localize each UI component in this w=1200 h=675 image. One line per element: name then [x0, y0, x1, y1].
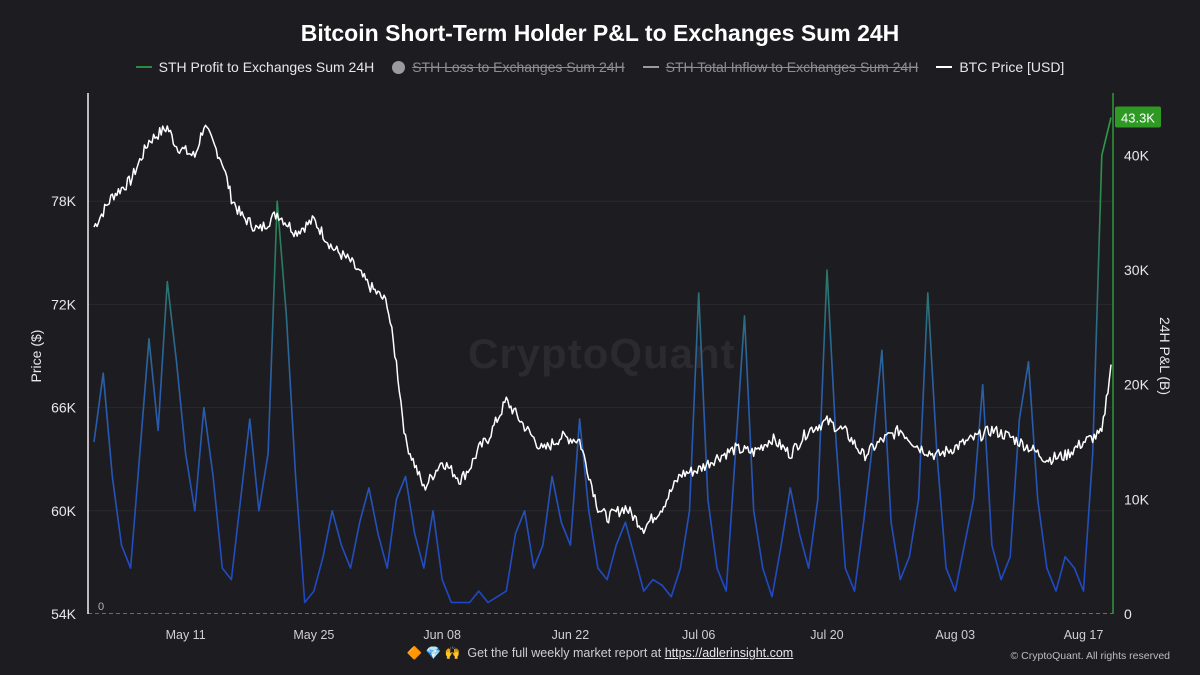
watermark: CryptoQuant — [468, 330, 736, 377]
profit-gradient-bounds — [94, 98, 1111, 614]
zero-line-label: 0 — [98, 601, 104, 613]
footer-text: Get the full weekly market report at — [467, 646, 662, 660]
footer: 🔶 💎 🙌 Get the full weekly market report … — [0, 646, 1200, 661]
x-tick-label: Jul 06 — [682, 628, 715, 642]
legend-swatch-btc-price — [936, 66, 953, 68]
legend-label-sth-loss: STH Loss to Exchanges Sum 24H — [412, 59, 625, 75]
price-series-layer — [93, 124, 1112, 535]
series-line-btc-price — [93, 124, 1112, 535]
left-tick-label: 78K — [51, 193, 77, 209]
legend-label-sth-profit: STH Profit to Exchanges Sum 24H — [158, 59, 375, 75]
x-tick-label: Jul 20 — [810, 628, 843, 642]
legend-item-sth-total-inflow[interactable]: STH Total Inflow to Exchanges Sum 24H — [642, 59, 919, 75]
x-tick-label: May 11 — [166, 628, 206, 642]
chart-legend: STH Profit to Exchanges Sum 24H STH Loss… — [0, 59, 1200, 75]
left-tick-label: 66K — [51, 400, 77, 416]
right-axis-title: 24H P&L (B) — [1157, 317, 1173, 395]
x-tick-label: May 25 — [293, 628, 334, 642]
legend-swatch-sth-loss — [392, 60, 406, 74]
copyright: © CryptoQuant. All rights reserved — [1010, 650, 1170, 662]
left-tick-label: 60K — [51, 503, 77, 519]
last-value-badge — [1115, 106, 1161, 128]
footer-emojis: 🔶 💎 🙌 — [406, 646, 461, 660]
profit-series-layer — [93, 98, 1112, 614]
left-tick-label: 54K — [51, 606, 77, 622]
x-tick-label: Jun 08 — [423, 628, 461, 642]
axes — [87, 93, 1114, 614]
grid — [88, 200, 1113, 614]
legend-item-sth-loss[interactable]: STH Loss to Exchanges Sum 24H — [392, 59, 625, 75]
legend-item-btc-price[interactable]: BTC Price [USD] — [936, 59, 1064, 75]
legend-swatch-sth-profit — [135, 66, 152, 68]
right-tick-label: 30K — [1124, 262, 1150, 278]
legend-label-btc-price: BTC Price [USD] — [959, 59, 1065, 75]
right-tick-label: 0 — [1124, 606, 1132, 622]
legend-item-sth-profit[interactable]: STH Profit to Exchanges Sum 24H — [135, 59, 375, 75]
x-tick-label: Aug 17 — [1064, 628, 1104, 642]
legend-label-sth-total-inflow: STH Total Inflow to Exchanges Sum 24H — [665, 59, 919, 75]
left-axis-title: Price ($) — [28, 330, 44, 383]
right-tick-label: 20K — [1124, 377, 1150, 393]
x-tick-label: Aug 03 — [935, 628, 975, 642]
series-line-sth-profit — [93, 117, 1112, 604]
last-value-badge-label: 43.3K — [1121, 110, 1155, 125]
left-tick-label: 72K — [51, 296, 77, 312]
legend-swatch-sth-total-inflow — [642, 66, 659, 68]
footer-link[interactable]: https://adlerinsight.com — [664, 646, 794, 660]
x-tick-label: Jun 22 — [552, 628, 590, 642]
axis-labels: 54K 60K 66K 72K 78K 0 10K 20K 30K 40K May 11 May 25… — [28, 106, 1173, 642]
chart-title: Bitcoin Short-Term Holder P&L to Exchang… — [300, 20, 900, 46]
right-tick-label: 40K — [1124, 147, 1150, 163]
right-tick-label: 10K — [1124, 491, 1150, 507]
